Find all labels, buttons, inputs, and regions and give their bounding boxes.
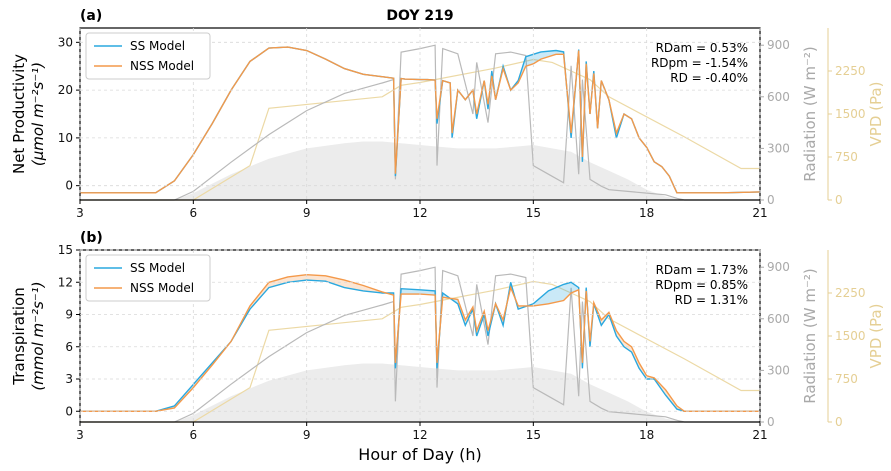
x-tick-label: 21 [752,428,767,442]
difference-band [563,282,572,301]
x-tick-label: 3 [76,428,84,442]
difference-band [548,284,564,304]
x-tick-label: 18 [639,428,654,442]
vpd-tick-label: 0 [835,193,843,207]
difference-band [616,330,624,347]
annotation-rd: RD = -0.40% [670,71,748,85]
vpd-line [80,58,760,201]
y-tick-label: 0 [65,179,73,193]
radiation-tick-label: 900 [767,38,790,52]
vpd-tick-label: 1500 [835,107,866,121]
legend-ss-label: SS Model [130,261,185,275]
y-axis-label-line1: Transpiration [10,287,28,385]
y-axis-label-line2: (mmol m⁻²s⁻¹) [29,281,47,390]
y-axis-label-line1: Net Productivity [10,54,28,174]
vpd-axis-label: VPD (Pa) [867,304,885,369]
legend-ss-label: SS Model [130,39,185,53]
radiation-tick-label: 900 [767,260,790,274]
vpd-tick-label: 2250 [835,64,866,78]
x-axis-label: Hour of Day (h) [358,445,481,464]
x-tick-label: 12 [412,428,427,442]
y-tick-label: 0 [65,404,73,418]
x-tick-label: 9 [303,206,311,220]
y-axis-label-line2: (μmol m⁻²s⁻¹) [29,62,47,166]
legend-box [85,32,211,80]
legend-box [85,254,211,302]
x-tick-label: 18 [639,206,654,220]
annotation-rd-pm: RDpm = 0.85% [655,278,748,292]
x-tick-label: 6 [190,206,198,220]
x-tick-label: 3 [76,206,84,220]
radiation-axis-label: Radiation (W m⁻²) [801,46,819,182]
panel-net-productivity: 0 10 20 30 3 6 9 12 15 18 21 0 300 600 900 0 750 1500 2… [10,8,885,220]
x-tick-label: 15 [526,428,541,442]
radiation-axis-label: Radiation (W m⁻²) [801,268,819,404]
legend-nss-label: NSS Model [130,59,194,73]
difference-band [306,274,326,282]
x-tick-label: 9 [303,428,311,442]
radiation-tick-label: 0 [767,193,775,207]
y-tick-label: 12 [58,275,73,289]
chart-title: DOY 219 [386,8,453,24]
y-tick-label: 3 [65,372,73,386]
vpd-axis-label: VPD (Pa) [867,82,885,147]
y-tick-label: 10 [58,131,73,145]
x-tick-label: 6 [190,428,198,442]
radiation-area [80,363,760,422]
nss-model-line [80,46,761,194]
legend-nss-label: NSS Model [130,281,194,295]
vpd-tick-label: 1500 [835,329,866,343]
y-tick-label: 20 [58,83,73,97]
radiation-tick-label: 300 [767,141,790,155]
difference-band [540,50,556,60]
vpd-tick-label: 2250 [835,286,866,300]
x-tick-label: 12 [412,206,427,220]
annotation-rd-am: RDam = 0.53% [656,41,748,55]
radiation-tick-label: 300 [767,363,790,377]
radiation-tick-label: 0 [767,415,775,429]
radiation-tick-label: 600 [767,312,790,326]
y-tick-label: 30 [58,35,73,49]
y-tick-label: 15 [58,243,73,257]
difference-band [525,54,534,67]
difference-band [325,275,345,288]
annotation-rd: RD = 1.31% [675,293,748,307]
panel-label: (a) [80,8,102,24]
x-tick-label: 15 [526,206,541,220]
vpd-tick-label: 750 [835,150,858,164]
radiation-tick-label: 600 [767,90,790,104]
vpd-line [80,280,760,423]
difference-band [533,51,541,64]
x-tick-label: 21 [752,206,767,220]
y-tick-label: 6 [65,340,73,354]
vpd-tick-label: 750 [835,372,858,386]
vpd-tick-label: 0 [835,415,843,429]
nss-model-line [80,273,760,412]
legend: SS Model NSS Model [85,32,211,80]
annotation-rd-pm: RDpm = -1.54% [651,56,748,70]
annotation-rd-am: RDam = 1.73% [656,263,748,277]
panel-label: (b) [80,230,103,246]
legend: SS Model NSS Model [85,254,211,302]
y-tick-label: 9 [65,308,73,322]
